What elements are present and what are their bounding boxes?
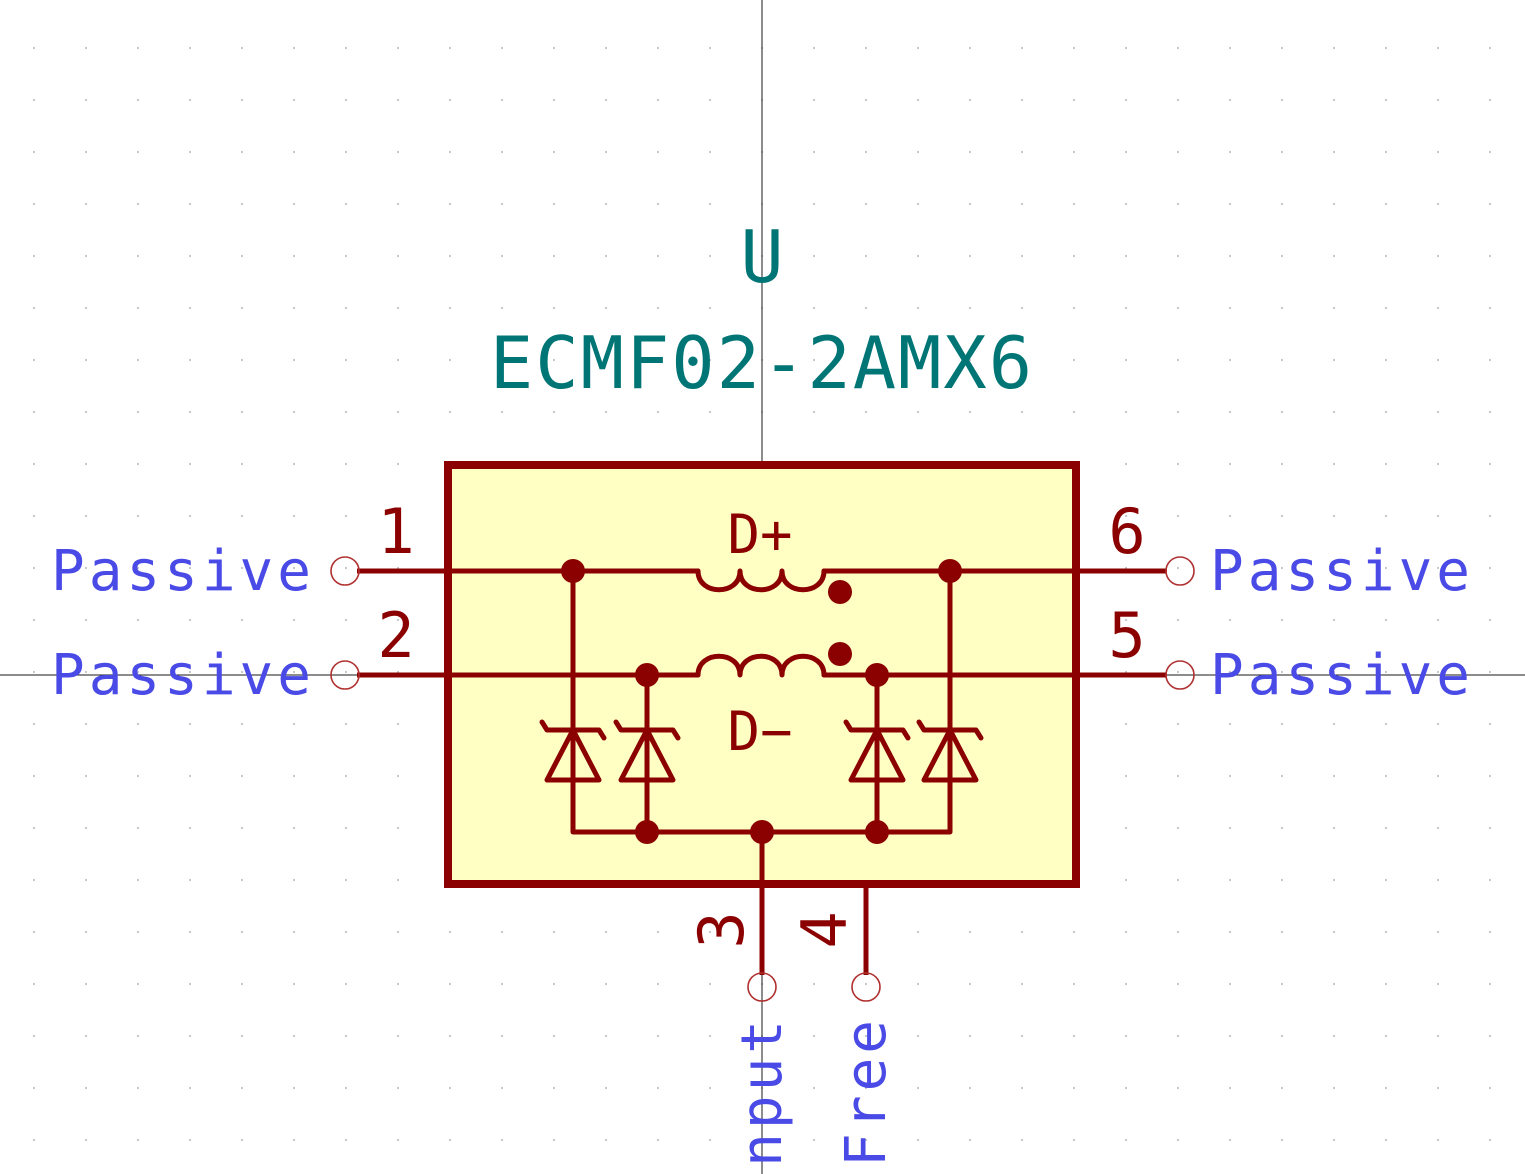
pin-1-number: 1 [377,495,414,568]
pin-4-number: 4 [788,911,861,948]
junction-dot [865,663,889,687]
pin-1-endpoint[interactable] [330,556,360,586]
pin-5-endpoint[interactable] [1165,660,1195,690]
diode-2 [613,719,681,783]
pin-2-number: 2 [377,599,414,672]
pin-6-number: 6 [1108,495,1145,568]
pin-1-type: Passive [51,539,315,604]
label-d-plus: D+ [727,503,792,566]
junction-dot [561,559,585,583]
pin-5-type: Passive [1210,643,1474,708]
pin-3-endpoint[interactable] [747,972,777,1002]
pin-5-number: 5 [1108,599,1145,672]
junction-dot [865,820,889,844]
pin-3-type: input [730,1016,795,1174]
junction-dot [635,663,659,687]
bottom-inductor [695,653,827,678]
pin-6-type: Passive [1210,539,1474,604]
junction-dot [938,559,962,583]
reference-designator[interactable]: U [740,215,783,299]
diode-3 [843,719,911,783]
pin-4-type: Free [834,1016,899,1167]
top-inductor [695,568,827,593]
junction-dot [750,820,774,844]
pin-2-endpoint[interactable] [330,660,360,690]
internal-circuit [445,559,1079,887]
polarity-dot-bottom [828,642,852,666]
diode-1 [539,719,607,783]
pin-6-endpoint[interactable] [1165,556,1195,586]
pin-3-number: 3 [685,911,758,948]
pin-2-type: Passive [51,643,315,708]
junction-dot [635,820,659,844]
label-d-minus: D− [727,700,792,763]
polarity-dot-top [828,580,852,604]
pin-4-endpoint[interactable] [851,972,881,1002]
diode-4 [916,719,984,783]
component-value[interactable]: ECMF02-2AMX6 [490,321,1034,405]
